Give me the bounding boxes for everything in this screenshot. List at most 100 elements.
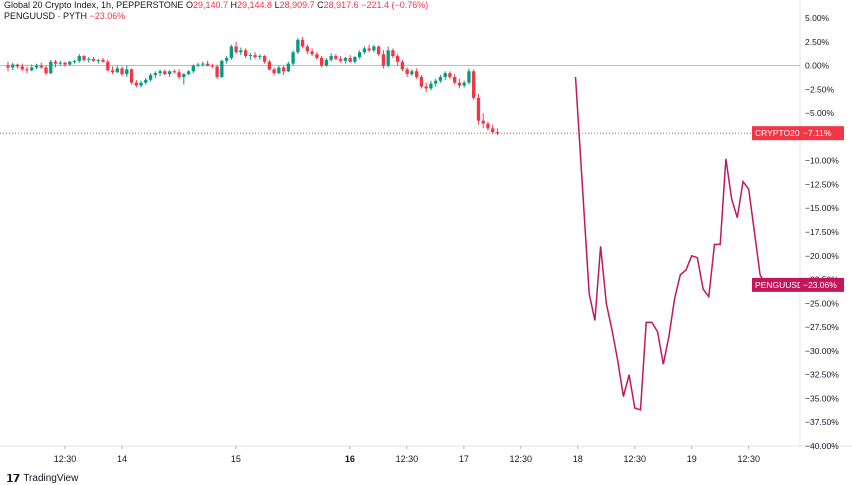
candle-body (443, 73, 447, 77)
candle-body (220, 60, 224, 77)
y-tick-label: −17.50% (805, 227, 839, 237)
candle-body (400, 61, 405, 70)
x-tick-label: 14 (117, 454, 127, 464)
candle-body (296, 39, 300, 53)
legend-pengu-change: −23.06% (89, 11, 126, 21)
y-tick-label: −12.50% (805, 179, 839, 189)
candle-body (129, 69, 134, 83)
candle-body (101, 59, 105, 62)
candle-body (415, 71, 419, 77)
chart-canvas[interactable]: 5.00%2.50%0.00%−2.50%−5.00%−7.50%−10.00%… (0, 0, 852, 470)
candle-body (419, 76, 424, 87)
y-tick-label: −20.00% (805, 251, 839, 261)
candle-body (82, 56, 86, 60)
tradingview-logo: 𝟭𝟳 TradingView (6, 472, 78, 485)
candle-body (106, 61, 110, 71)
candle-body (434, 80, 438, 84)
candle-body (429, 83, 433, 89)
candle-body (49, 61, 53, 74)
legend-o-label: O (185, 0, 193, 10)
candle-body (448, 73, 452, 77)
candle-body (338, 58, 343, 61)
candle-body (305, 46, 310, 52)
candle-body (139, 82, 143, 86)
candle-body (53, 61, 58, 64)
candle-body (44, 67, 48, 74)
candle-body (253, 55, 257, 57)
y-tick-label: −25.00% (805, 298, 839, 308)
candle-body (215, 66, 219, 77)
candle-body (381, 54, 386, 66)
candle-body (334, 56, 338, 59)
x-tick-label: 18 (573, 454, 583, 464)
candle-body (424, 86, 428, 89)
candle-body (262, 56, 267, 62)
y-tick-label: −2.50% (805, 84, 835, 94)
candle-body (134, 82, 138, 86)
legend-low: 28,909.7 (279, 0, 315, 10)
legend-high: 29,144.8 (237, 0, 273, 10)
candle-body (167, 71, 172, 75)
candle-body (267, 61, 272, 70)
candle-body (396, 56, 400, 62)
x-tick-label: 17 (459, 454, 469, 464)
candle-body (110, 70, 115, 73)
y-tick-label: −35.00% (805, 393, 839, 403)
pengu-line (574, 76, 767, 411)
y-tick-label: 2.50% (805, 37, 830, 47)
crypto20-price-tag-name: CRYPTO20 (755, 128, 800, 138)
candle-body (438, 76, 443, 81)
candle-body (457, 82, 462, 86)
candle-body (115, 68, 119, 73)
candle-body (386, 50, 390, 66)
candle-body (191, 65, 195, 72)
candle-body (72, 60, 77, 62)
y-tick-label: −10.00% (805, 156, 839, 166)
candle-body (405, 69, 409, 75)
y-tick-label: −5.00% (805, 108, 835, 118)
candle-body (63, 62, 67, 65)
pengu-price-tag-bg (752, 277, 800, 292)
y-tick-label: −32.50% (805, 370, 839, 380)
candle-body (177, 72, 181, 77)
candle-body (186, 71, 191, 75)
candle-body (68, 61, 72, 65)
candle-body (272, 69, 276, 74)
legend-open: 29,140.7 (192, 0, 228, 10)
candle-body (467, 71, 471, 83)
candle-body (34, 65, 39, 68)
legend-c-label: C (317, 0, 324, 10)
candle-body (91, 58, 96, 61)
candle-body (20, 66, 24, 70)
pengu-price-tag: PENGUUSD −23.06% (752, 277, 844, 292)
candle-body (376, 46, 381, 55)
candle-body (495, 132, 500, 134)
candle-body (77, 56, 81, 61)
candle-body (158, 71, 162, 74)
x-tick-label: 16 (345, 454, 355, 464)
crypto20-price-tag-value-bg (800, 126, 844, 141)
candle-body (281, 67, 286, 72)
crypto20-price-tag-value: −7.11% (803, 128, 832, 138)
y-tick-label: −27.50% (805, 322, 839, 332)
candle-body (148, 75, 153, 80)
candle-body (205, 63, 210, 66)
candle-body (372, 46, 376, 51)
candle-body (163, 71, 167, 75)
candle-body (353, 56, 357, 62)
candle-body (319, 57, 324, 66)
candle-body (476, 97, 481, 121)
candle-body (258, 56, 262, 58)
candle-body (96, 59, 100, 61)
candle-body (125, 69, 129, 75)
candle-body (453, 76, 457, 83)
x-tick-label: 12:30 (510, 454, 533, 464)
candle-body (201, 63, 205, 65)
x-tick-label: 12:30 (396, 454, 419, 464)
candle-body (120, 68, 124, 75)
candle-body (248, 55, 253, 57)
candle-body (348, 57, 352, 62)
y-tick-label: 0.00% (805, 61, 830, 71)
candle-body (367, 48, 371, 51)
candle-body (153, 73, 157, 76)
